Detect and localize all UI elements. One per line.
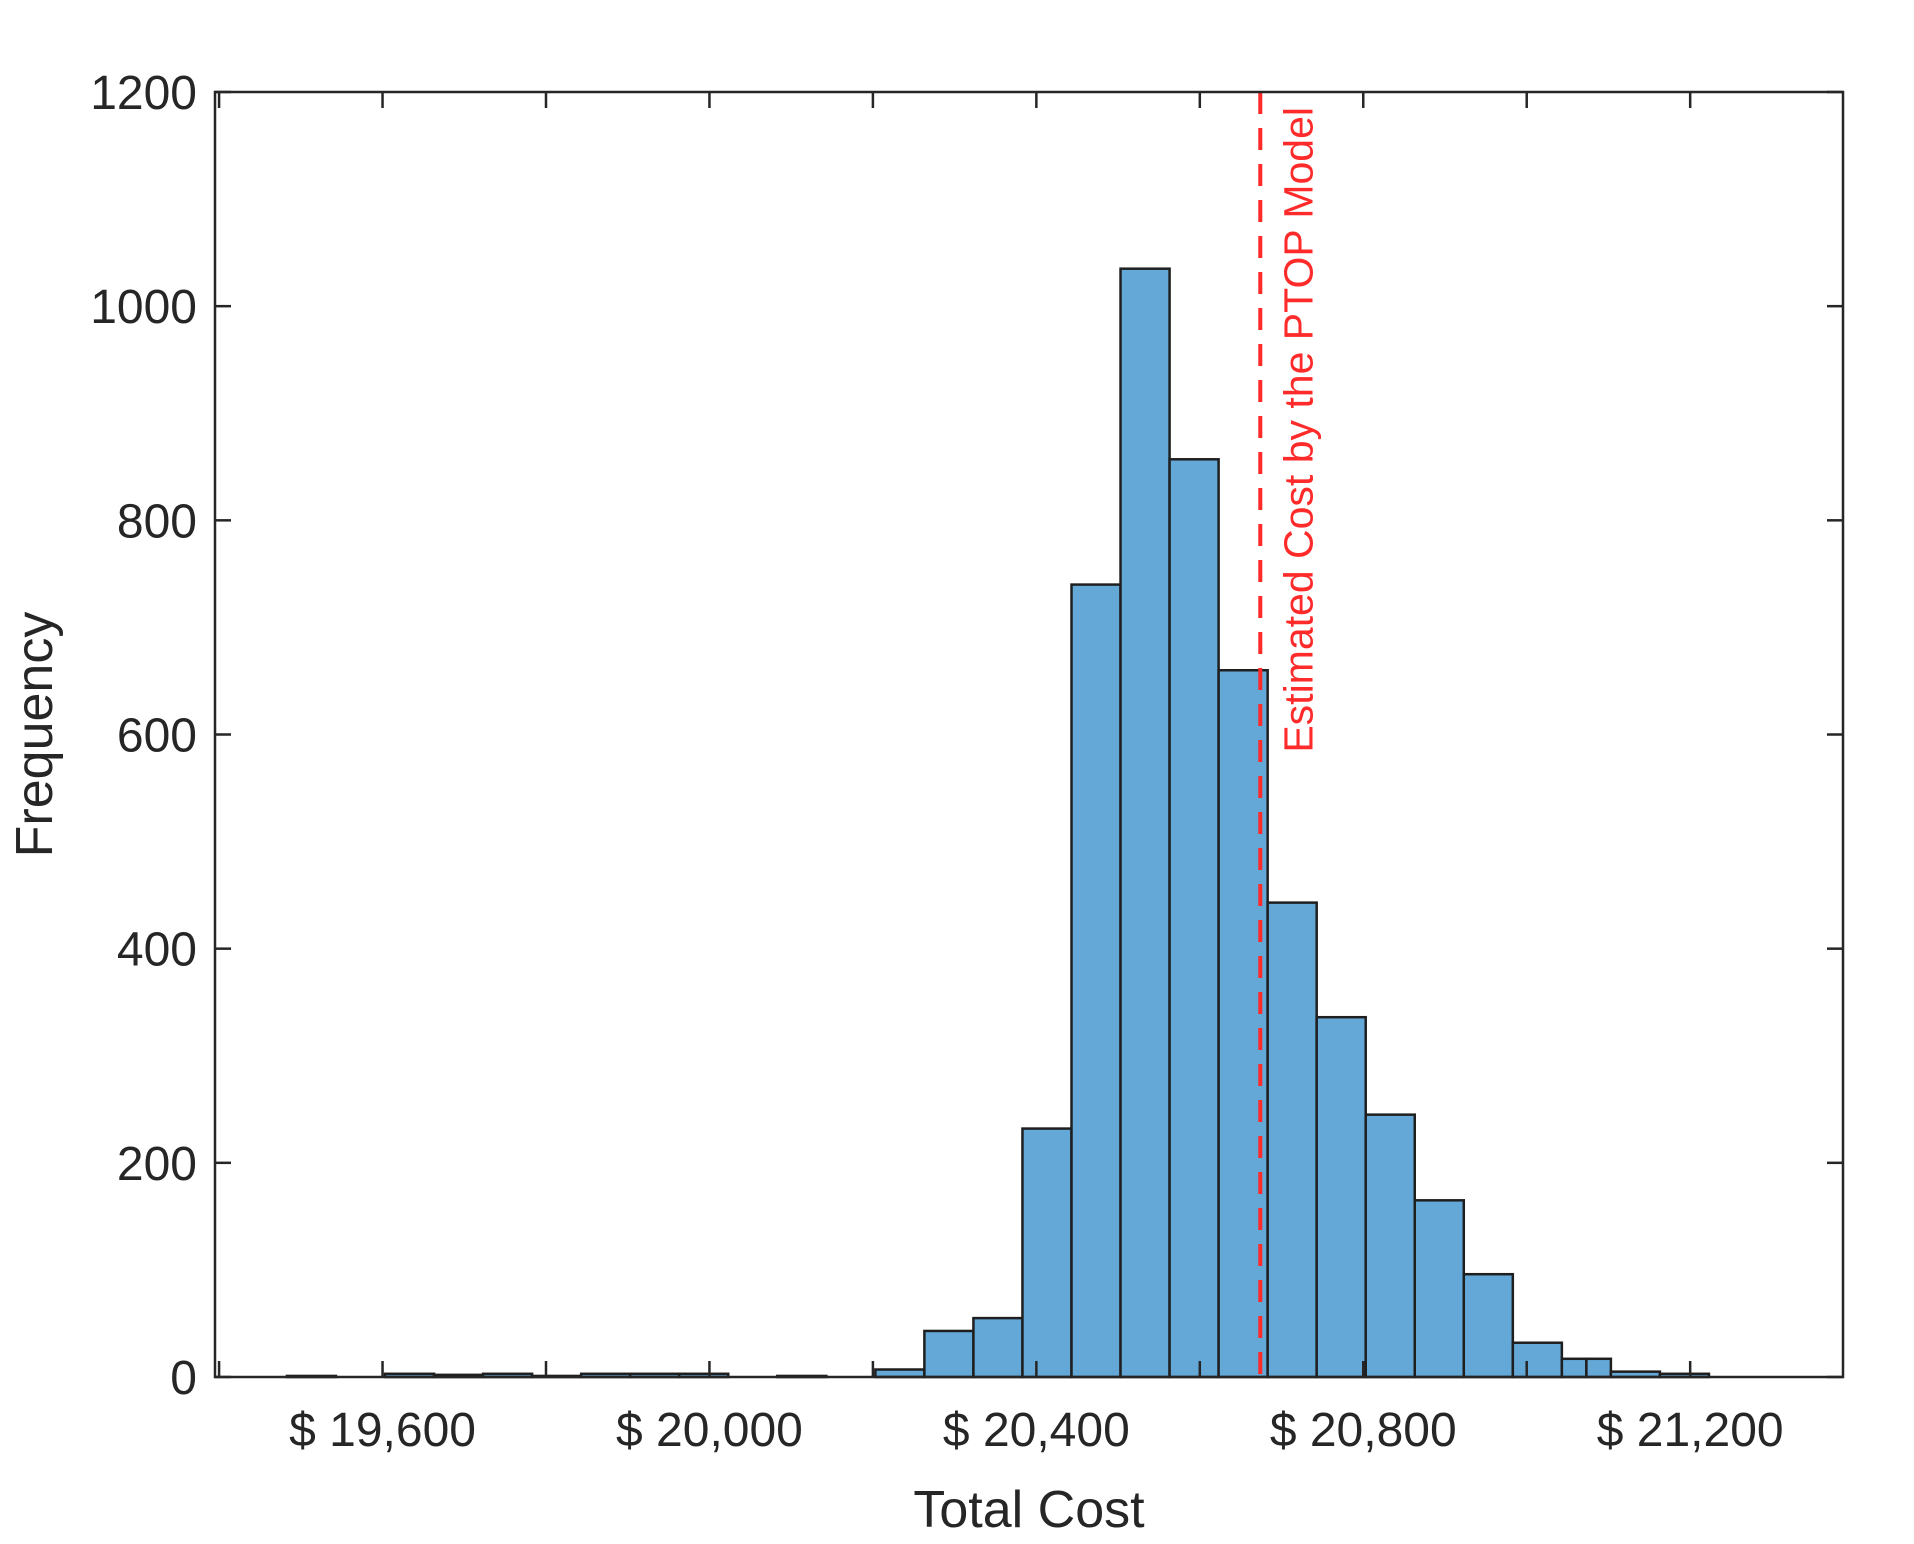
histogram-bar [1364,1113,1417,1379]
axes-layer: 0 200 400 600 800 1000 1200 $ 19,600 $ 20,000 $ 2… [90,67,1845,1457]
reference-line-layer: Estimated Cost by the PTOP Model [1258,92,1321,1377]
x-tick-label: $ 19,600 [289,1404,476,1457]
y-tick-label: 1200 [90,67,197,120]
x-tick-label: $ 21,200 [1597,1404,1784,1457]
y-tick-label: 400 [117,924,197,977]
histogram-bar [1119,267,1171,1379]
y-axis-label: Frequency [6,612,64,858]
x-tick-label: $ 20,400 [943,1404,1130,1457]
histogram-bar [1266,901,1318,1379]
histogram-bar [1585,1357,1613,1379]
y-tick-label: 0 [170,1352,197,1405]
x-tick-label: $ 20,800 [1270,1404,1457,1457]
histogram-bar [1315,1015,1367,1379]
histogram-bar [1462,1272,1515,1379]
y-tick-label: 1000 [90,281,197,334]
histogram-bar [1021,1127,1073,1379]
histogram-bar [1070,583,1122,1379]
x-axis-label: Total Cost [913,1481,1145,1539]
y-tick-label: 200 [117,1138,197,1191]
bars-layer [285,267,1711,1379]
histogram-bar [1560,1357,1588,1379]
reference-line-label: Estimated Cost by the PTOP Model [1275,107,1321,753]
y-tick-label: 600 [117,710,197,763]
histogram-bar [972,1316,1024,1379]
x-tick-label: $ 20,000 [616,1404,803,1457]
histogram-bar [923,1329,975,1379]
y-tick-label: 800 [117,495,197,548]
histogram-bar [1168,458,1220,1379]
histogram-bar [1413,1199,1466,1379]
histogram-bar [1511,1341,1564,1379]
